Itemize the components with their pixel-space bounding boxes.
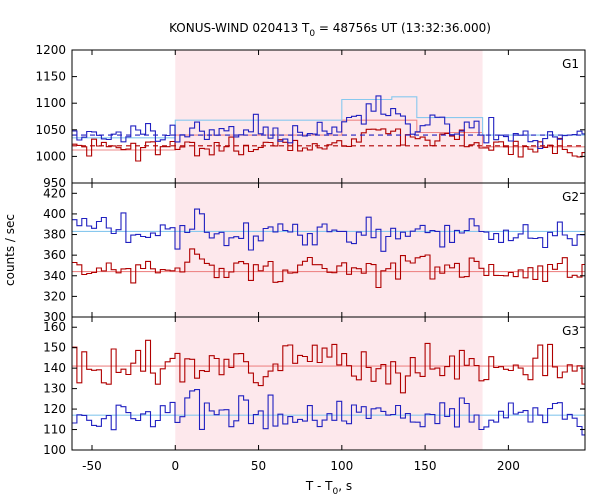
panel-g1-ytick-label: 1050 [35, 123, 66, 137]
panel-g3-ytick-label: 150 [43, 341, 66, 355]
panel-g1-ytick-label: 950 [43, 176, 66, 190]
x-tick-label: 0 [171, 459, 179, 473]
panel-g3-ytick-label: 160 [43, 320, 66, 334]
panel-g1-ytick-label: 1000 [35, 149, 66, 163]
plot-area: 95010001050110011501200G1300320340360380… [35, 43, 586, 473]
panel-g1-ytick-label: 1100 [35, 96, 66, 110]
panel-g2-blue-series [72, 208, 585, 252]
panel-g1-blue-fit [72, 96, 585, 139]
panel-g3-ytick-label: 110 [43, 423, 66, 437]
x-axis-label: T - T0, s [305, 479, 352, 497]
panel-g2-ytick-label: 300 [43, 310, 66, 324]
panel-g3-ytick-label: 120 [43, 402, 66, 416]
panel-g3-ytick-label: 140 [43, 361, 66, 375]
panel-g2-label: G2 [562, 190, 579, 204]
panel-g2-ytick-label: 340 [43, 269, 66, 283]
panel-g1-label: G1 [562, 57, 579, 71]
chart-title: KONUS-WIND 020413 T0 = 48756s UT (13:32:… [169, 21, 491, 39]
panel-g3-frame [71, 316, 586, 451]
shaded-interval [175, 50, 483, 450]
panel-g3-label: G3 [562, 324, 579, 338]
panel-g1-ytick-label: 1150 [35, 70, 66, 84]
panel-g1-ytick-label: 1200 [35, 43, 66, 57]
panel-g2-ytick-label: 400 [43, 207, 66, 221]
panel-g3-ytick-label: 100 [43, 443, 66, 457]
x-tick-label: 100 [330, 459, 353, 473]
panel-g3-blue-series [72, 389, 585, 436]
panel-g3-red-series [72, 339, 585, 394]
panel-g2-red-series [72, 248, 585, 289]
y-axis-label: counts / sec [3, 214, 17, 286]
panel-g2-ytick-label: 420 [43, 186, 66, 200]
x-tick-label: 200 [497, 459, 520, 473]
panel-g3-ytick-label: 130 [43, 382, 66, 396]
x-tick-label: 50 [251, 459, 266, 473]
panel-g1-red-series [72, 128, 585, 162]
x-tick-label: -50 [82, 459, 102, 473]
panel-g2-ytick-label: 320 [43, 289, 66, 303]
x-tick-label: 150 [414, 459, 437, 473]
panel-g2-ytick-label: 380 [43, 228, 66, 242]
panel-g2-ytick-label: 360 [43, 248, 66, 262]
